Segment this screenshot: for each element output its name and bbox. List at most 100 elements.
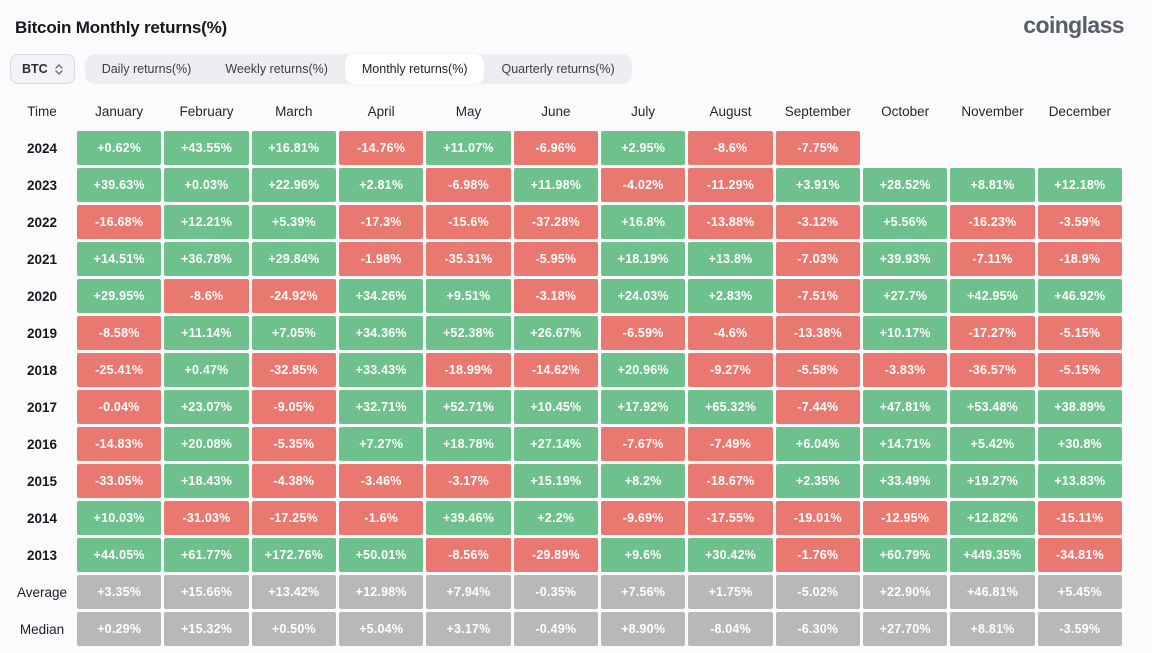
return-cell: -7.44%	[775, 390, 860, 424]
return-cell: +18.43%	[164, 464, 249, 498]
row-label-2024: 2024	[26, 140, 58, 156]
return-cell: -1.98%	[339, 242, 424, 276]
table-row-2014: 2014 +10.03% -31.03% -17.25% -1.6% +39.46% +2.…	[10, 501, 1122, 535]
row-label-2014: 2014	[26, 510, 58, 526]
return-cell: -5.58%	[775, 353, 860, 387]
return-cell: -34.81%	[1037, 538, 1122, 572]
column-header-august: August	[709, 103, 752, 119]
return-cell: +24.03%	[601, 279, 686, 313]
return-cell-empty	[1038, 131, 1122, 165]
row-label-median: Median	[19, 621, 65, 637]
tab-monthly-returns[interactable]: Monthly returns(%)	[344, 54, 485, 84]
return-cell: +12.82%	[950, 501, 1035, 535]
row-label-2018: 2018	[26, 362, 58, 378]
return-cell: +2.83%	[688, 279, 773, 313]
return-cell: +1.75%	[688, 575, 773, 609]
table-row-2019: 2019 -8.58% +11.14% +7.05% +34.36% +52.38% +26…	[10, 316, 1122, 350]
return-cell: +30.42%	[688, 538, 773, 572]
return-cell: +47.81%	[863, 390, 948, 424]
return-cell: -6.98%	[426, 168, 511, 202]
return-cell: +7.94%	[426, 575, 511, 609]
return-cell: +0.29%	[77, 612, 162, 646]
coinglass-logo: coinglass	[1023, 12, 1124, 38]
return-cell: -11.29%	[688, 168, 773, 202]
return-cell: -19.01%	[775, 501, 860, 535]
return-cell: +13.42%	[251, 575, 336, 609]
return-cell: -3.59%	[1037, 205, 1122, 239]
column-header-january: January	[95, 103, 144, 119]
symbol-select[interactable]: BTC	[10, 54, 75, 84]
return-cell: +3.35%	[77, 575, 162, 609]
return-cell: -15.6%	[426, 205, 511, 239]
return-cell: -3.17%	[426, 464, 511, 498]
return-cell: -3.59%	[1037, 612, 1122, 646]
return-cell: +172.76%	[251, 538, 336, 572]
return-cell: +2.81%	[339, 168, 424, 202]
return-cell: +5.45%	[1037, 575, 1122, 609]
return-cell: +20.96%	[601, 353, 686, 387]
tab-quarterly-returns[interactable]: Quarterly returns(%)	[501, 62, 615, 76]
return-cell: +8.81%	[950, 168, 1035, 202]
return-cell: -12.95%	[863, 501, 948, 535]
return-cell: +42.95%	[950, 279, 1035, 313]
return-cell: +19.27%	[950, 464, 1035, 498]
return-cell: -0.04%	[77, 390, 162, 424]
row-label-2015: 2015	[26, 473, 58, 489]
return-cell: -13.88%	[688, 205, 773, 239]
return-cell: +8.81%	[950, 612, 1035, 646]
return-cell: +9.51%	[426, 279, 511, 313]
updown-chevrons-icon	[55, 63, 63, 75]
return-cell: +7.05%	[251, 316, 336, 350]
return-cell: +11.07%	[426, 131, 511, 165]
return-cell: +13.8%	[688, 242, 773, 276]
return-cell: +29.95%	[77, 279, 162, 313]
tab-weekly-returns[interactable]: Weekly returns(%)	[225, 62, 328, 76]
return-cell: -7.67%	[601, 427, 686, 461]
return-cell: +34.36%	[339, 316, 424, 350]
return-cell: -9.69%	[601, 501, 686, 535]
return-cell: +52.71%	[426, 390, 511, 424]
table-row-2020: 2020 +29.95% -8.6% -24.92% +34.26% +9.51% -3.1…	[10, 279, 1122, 313]
return-cell: +2.95%	[601, 131, 686, 165]
return-cell: +34.26%	[339, 279, 424, 313]
return-cell: +53.48%	[950, 390, 1035, 424]
return-cell: +50.01%	[339, 538, 424, 572]
return-cell: -4.6%	[688, 316, 773, 350]
return-cell: +52.38%	[426, 316, 511, 350]
return-cell: +12.21%	[164, 205, 249, 239]
return-cell: -25.41%	[77, 353, 162, 387]
column-header-time: Time	[27, 103, 57, 119]
column-header-may: May	[455, 103, 482, 119]
column-header-june: June	[541, 103, 571, 119]
return-cell: +0.47%	[164, 353, 249, 387]
table-row-2017: 2017 -0.04% +23.07% -9.05% +32.71% +52.71% +10…	[10, 390, 1122, 424]
return-cell: -14.83%	[77, 427, 162, 461]
return-cell: +17.92%	[601, 390, 686, 424]
return-cell: -3.18%	[513, 279, 598, 313]
return-cell: -1.6%	[339, 501, 424, 535]
return-cell: +0.62%	[77, 131, 162, 165]
return-cell: +8.90%	[601, 612, 686, 646]
tab-daily-returns[interactable]: Daily returns(%)	[101, 62, 192, 76]
return-cell: +3.91%	[775, 168, 860, 202]
return-cell: -5.15%	[1037, 353, 1122, 387]
return-cell: -14.76%	[339, 131, 424, 165]
return-cell: -3.83%	[863, 353, 948, 387]
return-cell: -18.99%	[426, 353, 511, 387]
return-cell: +39.63%	[77, 168, 162, 202]
table-row-average: Average +3.35% +15.66% +13.42% +12.98% +7.94%…	[10, 575, 1122, 609]
return-cell: +26.67%	[513, 316, 598, 350]
return-cell: +29.84%	[251, 242, 336, 276]
table-row-2022: 2022 -16.68% +12.21% +5.39% -17.3% -15.6% -37.…	[10, 205, 1122, 239]
return-cell: +13.83%	[1037, 464, 1122, 498]
return-cell: +18.78%	[426, 427, 511, 461]
table-row-2021: 2021 +14.51% +36.78% +29.84% -1.98% -35.31% -5…	[10, 242, 1122, 276]
column-header-december: December	[1048, 103, 1111, 119]
return-cell: +20.08%	[164, 427, 249, 461]
return-cell: +39.46%	[426, 501, 511, 535]
column-header-march: March	[275, 103, 313, 119]
table-row-2013: 2013 +44.05% +61.77% +172.76% +50.01% -8.56% -…	[10, 538, 1122, 572]
table-row-2024: 2024 +0.62% +43.55% +16.81% -14.76% +11.07% -6…	[10, 131, 1122, 165]
page-title: Bitcoin Monthly returns(%)	[15, 18, 228, 37]
row-label-2023: 2023	[26, 177, 58, 193]
